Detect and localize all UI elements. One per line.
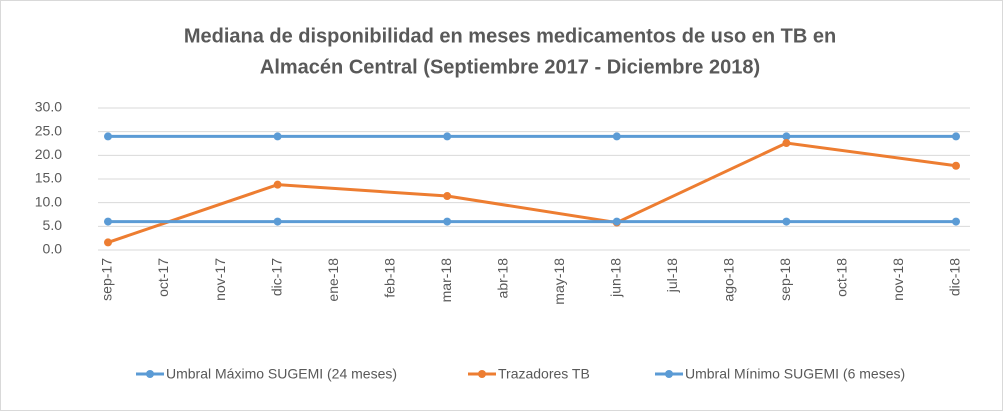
series-marker	[612, 217, 621, 226]
series-marker	[104, 217, 112, 226]
legend-label: Umbral Máximo SUGEMI (24 meses)	[166, 366, 397, 382]
series-marker	[952, 132, 960, 141]
x-tick-label: jun-18	[608, 258, 624, 298]
legend-marker	[665, 370, 673, 378]
legend-label: Umbral Mínimo SUGEMI (6 meses)	[685, 366, 905, 382]
x-tick-label: ago-18	[721, 258, 737, 302]
x-tick-label: may-18	[551, 258, 567, 305]
series-marker	[104, 132, 112, 141]
series-marker	[273, 132, 282, 141]
series-marker	[273, 217, 282, 226]
x-tick-label: sep-18	[777, 258, 793, 301]
series-marker	[952, 161, 960, 170]
y-tick-label: 20.0	[35, 146, 62, 162]
x-tick-label: ene-18	[325, 258, 341, 302]
series-marker	[273, 180, 282, 189]
y-tick-label: 30.0	[35, 99, 62, 115]
y-tick-label: 0.0	[43, 241, 63, 257]
chart-title: Almacén Central (Septiembre 2017 - Dicie…	[260, 56, 760, 78]
x-tick-label: jul-18	[664, 258, 680, 293]
x-tick-label: oct-18	[834, 258, 850, 297]
series-marker	[443, 192, 452, 201]
y-tick-label: 15.0	[35, 170, 62, 186]
x-tick-label: feb-18	[381, 258, 397, 298]
legend-marker	[146, 370, 154, 378]
series-marker	[782, 139, 791, 148]
chart-title: Mediana de disponibilidad en meses medic…	[184, 25, 836, 47]
series-marker	[612, 132, 621, 141]
x-tick-label: dic-17	[268, 258, 284, 296]
series-marker	[782, 132, 791, 141]
x-tick-label: oct-17	[155, 258, 171, 297]
series-marker	[104, 238, 112, 247]
x-tick-label: nov-18	[890, 258, 906, 301]
series-marker	[952, 217, 960, 226]
x-tick-label: nov-17	[212, 258, 228, 301]
x-tick-label: dic-18	[947, 258, 963, 296]
y-tick-label: 25.0	[35, 122, 62, 138]
y-tick-label: 5.0	[43, 217, 63, 233]
y-tick-label: 10.0	[35, 193, 62, 209]
series-marker	[782, 217, 791, 226]
series-marker	[443, 217, 452, 226]
x-tick-label: abr-18	[494, 258, 510, 299]
legend-label: Trazadores TB	[498, 366, 590, 382]
x-tick-label: sep-17	[99, 258, 115, 301]
series-marker	[443, 132, 452, 141]
legend-marker	[478, 370, 486, 378]
series-line	[107, 141, 957, 244]
x-tick-label: mar-18	[438, 258, 454, 303]
